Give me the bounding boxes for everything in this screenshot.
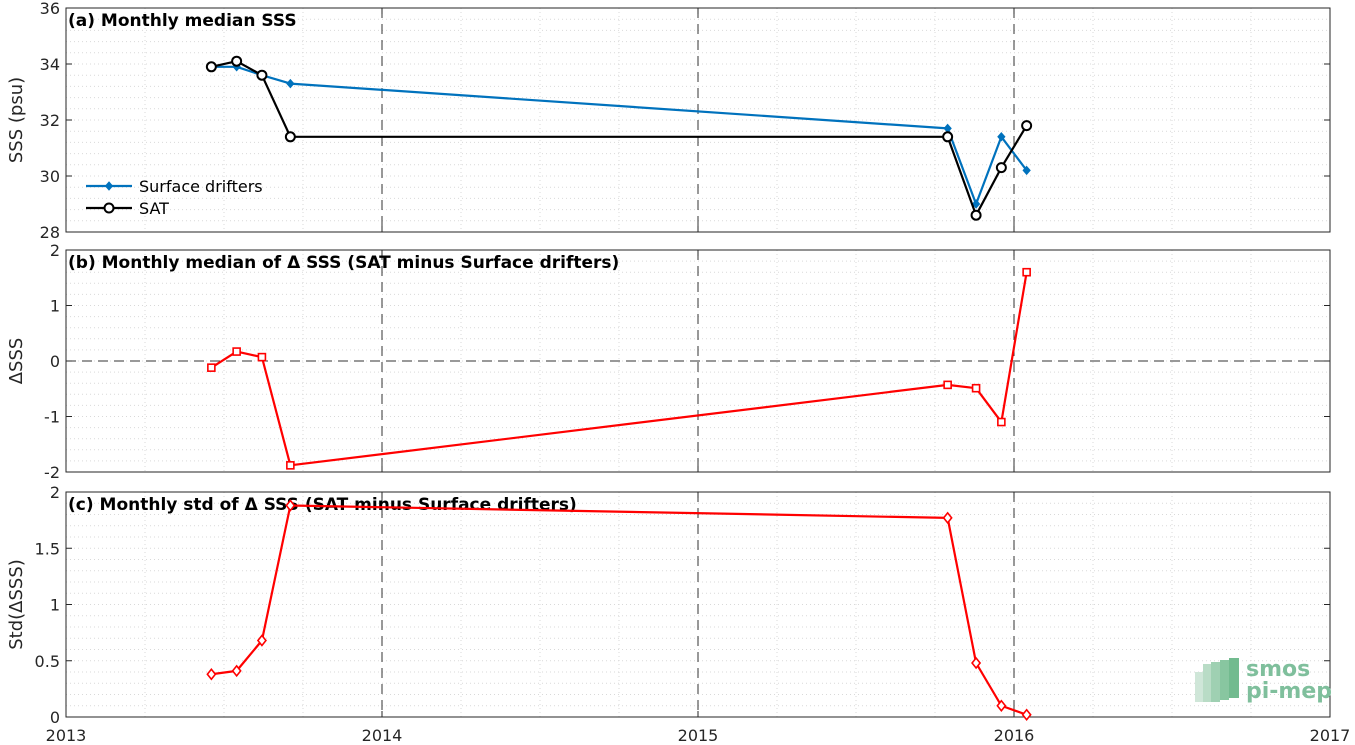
y-tick-label: 1.5 xyxy=(35,539,60,558)
panel-2: -2 -1 0 1 2 ΔSSS (b) Monthly median of Δ SSS (… xyxy=(6,241,1331,482)
data-point xyxy=(971,656,982,670)
legend-marker xyxy=(104,181,114,191)
data-point xyxy=(205,61,217,73)
data-point xyxy=(997,132,1006,142)
y-tick-label: 28 xyxy=(40,223,60,242)
data-point xyxy=(256,634,267,647)
y-tick-label: 36 xyxy=(40,0,60,18)
data-point xyxy=(231,664,242,678)
panel-title: (b) Monthly median of Δ SSS (SAT minus S… xyxy=(68,253,619,273)
data-point xyxy=(995,162,1007,174)
data-point xyxy=(1022,165,1031,176)
series-0 xyxy=(206,499,1032,722)
legend: Surface drifters SAT xyxy=(86,177,263,218)
x-tick-label: 2016 xyxy=(994,726,1035,745)
y-tick-label: 32 xyxy=(40,111,60,130)
smos-pimep-logo: smos pi-mep xyxy=(1195,657,1332,704)
data-point xyxy=(284,131,296,143)
y-tick-label: 30 xyxy=(40,167,60,186)
logo-text-smos: smos xyxy=(1246,657,1310,682)
data-point xyxy=(257,352,267,362)
data-point xyxy=(285,499,296,512)
data-point xyxy=(971,383,981,393)
panel-1: 28 30 32 34 36 SSS (psu) (a) Monthly median SS… xyxy=(6,0,1331,242)
y-tick-label: 0 xyxy=(50,708,60,727)
legend-label: Surface drifters xyxy=(139,177,263,196)
panel-title: (c) Monthly std of Δ SSS (SAT minus Surf… xyxy=(68,495,577,515)
data-point xyxy=(997,417,1006,427)
data-point xyxy=(286,78,295,89)
y-tick-label: -2 xyxy=(44,463,60,482)
data-point xyxy=(206,667,217,681)
series-sat xyxy=(205,55,1033,221)
legend-label: SAT xyxy=(139,199,169,218)
data-point xyxy=(1021,120,1033,132)
y-tick-label: 1 xyxy=(50,596,60,615)
y-tick-label: 2 xyxy=(50,241,60,260)
y-tick-label: 2 xyxy=(50,483,60,502)
y-tick-label: 0.5 xyxy=(35,652,60,671)
data-point xyxy=(942,511,953,525)
y-tick-label: 0 xyxy=(50,352,60,371)
data-point xyxy=(1022,267,1031,277)
logo-text-pimep: pi-mep xyxy=(1246,679,1332,704)
data-point xyxy=(942,131,954,143)
data-point xyxy=(207,363,216,372)
y-axis-label: ΔSSS xyxy=(6,338,27,385)
legend-marker xyxy=(103,202,115,214)
data-point xyxy=(970,209,982,221)
x-tick-label: 2017 xyxy=(1310,726,1351,745)
data-point xyxy=(256,69,268,81)
panel-3: 0 0.5 1 1.5 2 2013 2014 2015 2016 2017 Std(ΔSSS) (c… xyxy=(6,483,1350,745)
y-axis-label: Std(ΔSSS) xyxy=(6,559,27,650)
y-tick-label: 34 xyxy=(40,55,60,74)
data-point xyxy=(286,461,295,470)
data-point xyxy=(1021,708,1032,722)
panel-title: (a) Monthly median SSS xyxy=(68,11,297,31)
x-tick-label: 2015 xyxy=(678,726,719,745)
x-tick-label: 2014 xyxy=(362,726,403,745)
data-point xyxy=(996,699,1007,713)
x-tick-label: 2013 xyxy=(46,726,87,745)
series-line xyxy=(210,272,1028,467)
y-axis-label: SSS (psu) xyxy=(6,77,27,163)
data-point xyxy=(943,380,952,390)
data-point xyxy=(231,55,243,67)
series-0 xyxy=(207,267,1031,470)
series-line xyxy=(211,504,1028,716)
y-tick-label: -1 xyxy=(44,408,60,427)
y-tick-label: 1 xyxy=(50,297,60,316)
data-point xyxy=(971,199,981,209)
data-point xyxy=(232,347,241,356)
series-line xyxy=(211,65,1028,206)
